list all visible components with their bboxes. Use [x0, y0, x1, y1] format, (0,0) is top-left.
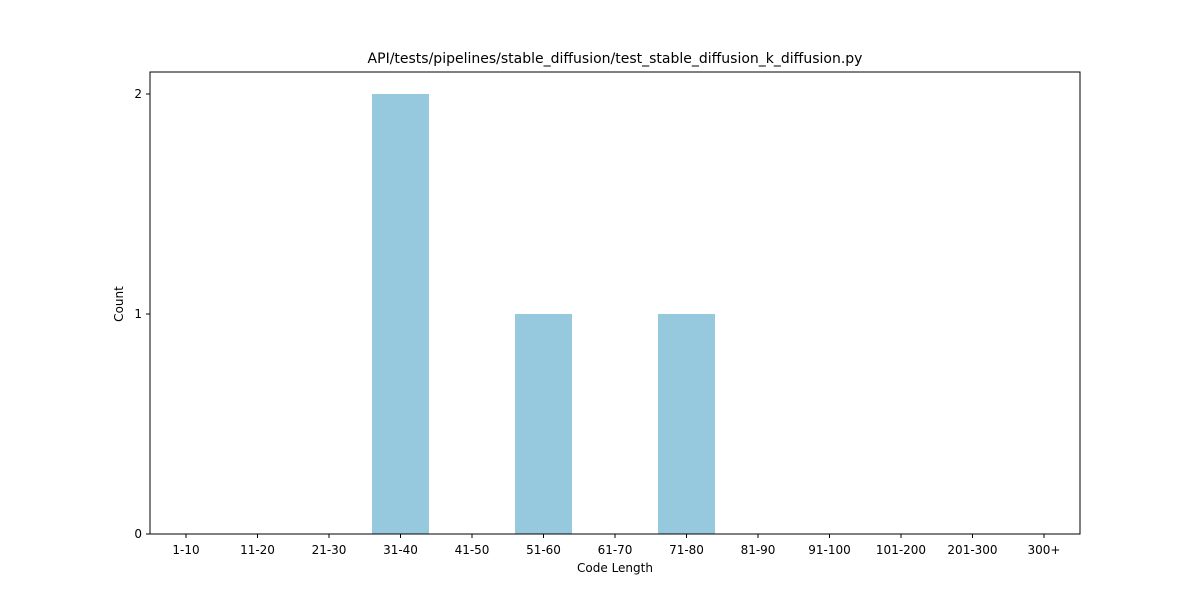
- plot-frame: [149, 71, 1081, 535]
- y-tick-label: 1: [134, 307, 142, 321]
- x-tick-label: 21-30: [312, 543, 347, 557]
- x-tick-label: 1-10: [172, 543, 199, 557]
- x-tick-label: 101-200: [876, 543, 926, 557]
- y-tick-label: 0: [134, 527, 142, 541]
- x-tick-label: 61-70: [598, 543, 633, 557]
- x-tick-label: 300+: [1028, 543, 1061, 557]
- x-tick-label: 41-50: [455, 543, 490, 557]
- x-tick-label: 201-300: [947, 543, 997, 557]
- y-tick-label: 2: [134, 87, 142, 101]
- x-tick-label: 11-20: [240, 543, 275, 557]
- bar-51-60: [515, 314, 572, 534]
- bar-71-80: [658, 314, 715, 534]
- bar-31-40: [372, 94, 429, 534]
- x-tick-label: 71-80: [669, 543, 704, 557]
- y-axis-label: Count: [112, 286, 126, 322]
- chart-title: API/tests/pipelines/stable_diffusion/tes…: [368, 51, 863, 67]
- x-axis-label: Code Length: [577, 561, 653, 575]
- x-tick-label: 31-40: [383, 543, 418, 557]
- bars-group: [372, 94, 715, 534]
- x-tick-label: 91-100: [808, 543, 851, 557]
- x-tick-label: 81-90: [741, 543, 776, 557]
- x-axis-ticks: 1-10 11-20 21-30 31-40 41-50 51-60 61-70 71-80 8…: [172, 534, 1060, 557]
- x-tick-label: 51-60: [526, 543, 561, 557]
- y-axis-ticks: 0 1 2: [134, 87, 150, 541]
